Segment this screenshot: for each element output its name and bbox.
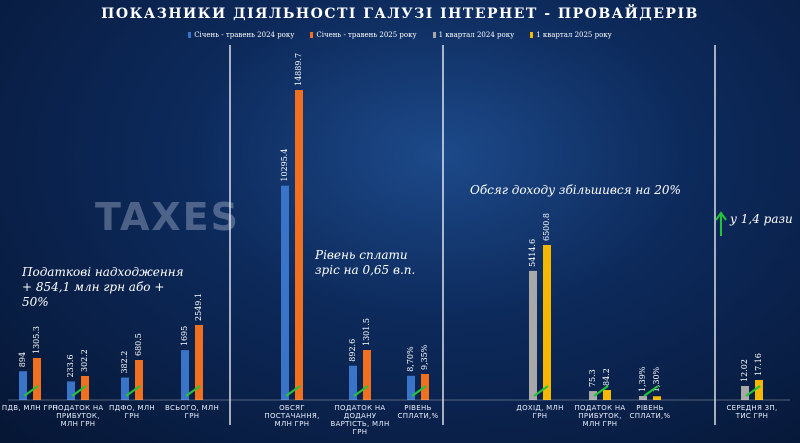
legend-item: Січень - травень 2025 року [310,31,417,39]
growth-arrow [533,385,549,397]
value-label: 1305.3 [32,326,41,354]
growth-arrow [23,385,39,397]
value-label: 382.2 [120,351,129,374]
value-label: 6500.8 [542,213,551,241]
x-tick-label: ПДВ, МЛН ГРН [1,404,59,412]
value-label: 2549.1 [194,293,203,321]
bar [653,396,661,400]
bar [741,385,749,400]
bar [603,390,611,400]
value-label: 680.5 [134,333,143,356]
legend-swatch [310,32,314,38]
legend-label: 1 квартал 2025 року [536,31,612,39]
legend-label: 1 квартал 2024 року [438,31,515,39]
value-label: 84.2 [602,368,611,386]
x-tick-label: ПОДАТОК НА ПРИБУТОК, МЛН ГРН [52,404,104,428]
bar [195,325,203,400]
growth-arrow [125,385,141,397]
x-tick-label: РІВЕНЬ СПЛАТИ,% [397,404,439,420]
background-word: TAXES [95,195,241,239]
bar [589,391,597,400]
value-label: 14889.7 [294,53,303,86]
annotation: у 1,4 рази [730,212,793,226]
bar [81,376,89,400]
growth-arrow [411,385,427,397]
growth-arrow [285,385,301,397]
bar [295,90,303,400]
legend-swatch [188,32,192,38]
annotation: Податкові надходження + 854,1 млн грн аб… [22,265,184,309]
bar [181,350,189,400]
value-label: 8,70% [406,346,415,372]
value-label: 894 [18,352,27,367]
x-tick-label: ОБСЯГ ПОСТАЧАННЯ, МЛН ГРН [264,404,320,428]
bar [349,365,357,400]
value-label: 5414.6 [528,239,537,267]
value-label: 892.6 [348,339,357,362]
legend-swatch [530,32,534,38]
bar [121,377,129,400]
growth-arrow [593,385,609,397]
x-tick-label: СЕРЕДНЯ ЗП, ТИС ГРН [726,404,778,420]
chart-title: ПОКАЗНИКИ ДІЯЛЬНОСТІ ГАЛУЗІ ІНТЕРНЕТ - П… [101,6,699,22]
value-label: 233.6 [66,355,75,378]
value-label: 17.16 [754,353,763,376]
x-tick-label: ДОХІД, МЛН ГРН [516,404,564,420]
legend: Січень - травень 2024 року Січень - траве… [0,31,800,39]
bar [755,380,763,400]
growth-arrow [643,385,659,397]
bar [33,358,41,400]
growth-arrow [745,385,761,397]
x-tick-label: РІВЕНЬ СПЛАТИ,% [629,404,671,420]
value-label: 10295.4 [280,149,289,182]
bar [67,381,75,400]
annotation: Обсяг доходу збільшився на 20% [470,183,681,197]
legend-item: 1 квартал 2025 року [530,31,612,39]
growth-arrow [353,385,369,397]
bar [281,185,289,400]
legend-label: Січень - травень 2024 року [194,31,295,39]
growth-arrow [185,385,201,397]
value-label: 12.02 [740,359,749,382]
value-label: 75.3 [588,369,597,387]
bar [135,360,143,400]
value-label: 1,30% [652,366,661,392]
bar [407,375,415,400]
growth-arrow [715,211,727,236]
bar [19,371,27,400]
x-tick-label: ПОДАТОК НА ДОДАНУ ВАРТІСТЬ, МЛН ГРН [330,404,390,436]
value-label: 302.2 [80,349,89,372]
legend-label: Січень - травень 2025 року [316,31,417,39]
value-label: 1,39% [638,366,647,392]
bar [639,396,647,400]
value-label: 9,35% [420,344,429,370]
legend-swatch [432,32,436,38]
x-tick-label: ПДФО, МЛН ГРН [109,404,155,420]
bar [543,245,551,400]
x-tick-label: ВСЬОГО, МЛН ГРН [164,404,220,420]
legend-item: 1 квартал 2024 року [432,31,515,39]
growth-arrow [71,385,87,397]
bar [529,270,537,400]
value-label: 1301.5 [362,318,371,346]
legend-item: Січень - травень 2024 року [188,31,294,39]
bar [363,350,371,400]
x-tick-label: ПОДАТОК НА ПРИБУТОК, МЛН ГРН [574,404,626,428]
annotation: Рівень сплати зріс на 0,65 в.п. [315,248,416,277]
value-label: 1695 [180,326,189,346]
